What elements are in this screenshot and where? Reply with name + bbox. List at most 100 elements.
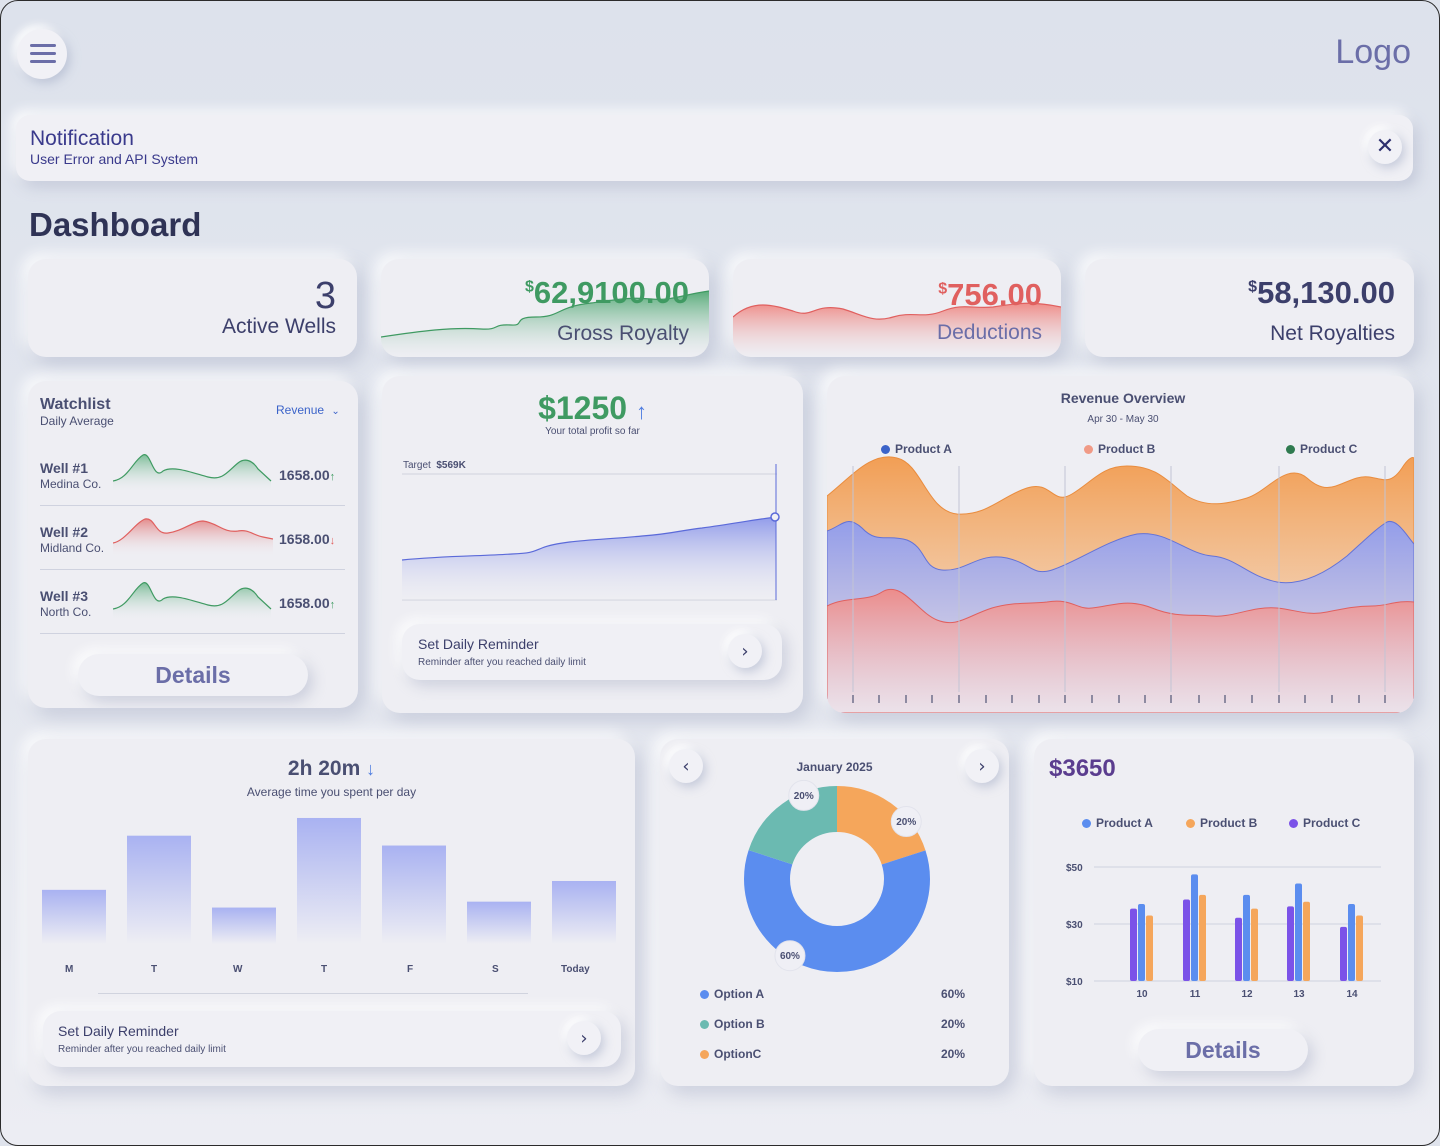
net-royalties-card[interactable]: $58,130.00 Net Royalties bbox=[1085, 259, 1414, 357]
bar-w[interactable] bbox=[212, 907, 276, 944]
chart-baseline bbox=[98, 993, 528, 994]
legend-dot bbox=[1082, 819, 1091, 829]
product-bars-card: $3650 Product A Product B Product C $50 $… bbox=[1034, 739, 1414, 1086]
legend-item: Product A bbox=[881, 442, 952, 456]
slice-label: 20% bbox=[896, 817, 916, 828]
trend-down-icon: ↓ bbox=[366, 759, 376, 779]
well-company: Midland Co. bbox=[40, 541, 105, 555]
donut-card: ‹ January 2025 › 20% 60% 20% Option A 60% … bbox=[660, 739, 1009, 1086]
bar-today[interactable] bbox=[552, 880, 616, 944]
bar-m[interactable] bbox=[42, 889, 106, 944]
target-marker[interactable] bbox=[770, 512, 780, 522]
watchlist-row[interactable]: Well #3 North Co. 1658.00↑ bbox=[40, 579, 345, 634]
watchlist-subtitle: Daily Average bbox=[40, 414, 114, 428]
slice-label-badge bbox=[890, 806, 922, 838]
slice-label: 60% bbox=[780, 951, 800, 962]
bar-product-a-14[interactable] bbox=[1348, 904, 1355, 981]
deductions-card[interactable]: $756.00 Deductions bbox=[733, 259, 1061, 357]
next-month-button[interactable]: › bbox=[965, 749, 999, 783]
donut-slice-option-b[interactable] bbox=[744, 786, 930, 972]
prev-month-button[interactable]: ‹ bbox=[669, 749, 703, 783]
active-wells-value: 3 bbox=[314, 275, 336, 317]
reminder-next-button[interactable]: › bbox=[567, 1021, 601, 1055]
legend-item: Product B bbox=[1186, 816, 1257, 830]
bar-product-c-14[interactable] bbox=[1340, 926, 1347, 981]
notification-title: Notification bbox=[30, 127, 134, 150]
revenue-stream-chart bbox=[827, 456, 1414, 713]
watchlist-card: Watchlist Daily Average Revenue ⌄ Well #… bbox=[28, 381, 358, 708]
page-title: Dashboard bbox=[29, 206, 202, 243]
bar-s[interactable] bbox=[467, 901, 531, 944]
watchlist-details-button[interactable]: Details bbox=[78, 654, 308, 696]
legend-item: Product C bbox=[1286, 442, 1357, 456]
x-tick-label: T bbox=[321, 964, 327, 975]
revenue-overview-title: Revenue Overview bbox=[1060, 390, 1186, 406]
bar-product-b-13[interactable] bbox=[1303, 901, 1310, 981]
donut-chart: 20% 60% 20% bbox=[744, 779, 930, 972]
well-company: North Co. bbox=[40, 605, 92, 619]
bar-product-b-10[interactable] bbox=[1146, 915, 1153, 981]
slice-label-badge bbox=[774, 940, 806, 972]
bar-product-a-13[interactable] bbox=[1295, 883, 1302, 981]
bar-product-a-10[interactable] bbox=[1138, 904, 1145, 981]
gross-royalty-card[interactable]: $62,9100.00 Gross Royalty bbox=[381, 259, 709, 357]
donut-slice-option-a[interactable] bbox=[744, 786, 930, 972]
y-tick-label: $10 bbox=[1066, 977, 1083, 988]
revenue-filter-dropdown[interactable]: Revenue ⌄ bbox=[276, 403, 340, 417]
reminder-text: Reminder after you reached daily limit bbox=[418, 657, 586, 668]
x-tick-label: Today bbox=[561, 964, 590, 975]
bar-product-b-11[interactable] bbox=[1199, 894, 1206, 981]
product-details-button[interactable]: Details bbox=[1138, 1029, 1308, 1071]
product-grouped-bar-chart: $50 $30 $10 10 11 12 13 14 bbox=[1066, 863, 1381, 1000]
bar-product-c-13[interactable] bbox=[1287, 906, 1294, 981]
bar-product-c-12[interactable] bbox=[1235, 917, 1242, 981]
active-wells-card[interactable]: 3 Active Wells bbox=[28, 259, 357, 357]
notification-close-button[interactable]: ✕ bbox=[1368, 130, 1402, 164]
donut-month: January 2025 bbox=[796, 760, 873, 774]
well-value: 1658.00↓ bbox=[279, 531, 336, 547]
bar-product-a-11[interactable] bbox=[1191, 874, 1198, 981]
bar-product-c-11[interactable] bbox=[1183, 899, 1190, 981]
trend-up-icon: ↑ bbox=[329, 599, 336, 611]
chevron-right-icon: › bbox=[580, 1027, 588, 1049]
deductions-sparkline bbox=[733, 302, 1061, 357]
chevron-left-icon: ‹ bbox=[682, 755, 690, 777]
bar-product-c-10[interactable] bbox=[1130, 908, 1137, 981]
donut-legend-row: Option A 60% bbox=[700, 987, 965, 1001]
bar-product-b-14[interactable] bbox=[1356, 915, 1363, 981]
time-reminder-button[interactable]: Set Daily Reminder Reminder after you re… bbox=[43, 1011, 621, 1067]
time-spent-value: 2h 20m ↓ bbox=[287, 757, 376, 780]
deductions-amount: $756.00 bbox=[938, 277, 1042, 312]
slice-label: 20% bbox=[794, 791, 814, 802]
reminder-title: Set Daily Reminder bbox=[418, 636, 539, 652]
x-tick-label: T bbox=[151, 964, 157, 975]
legend-dot bbox=[1286, 445, 1295, 455]
bar-product-b-12[interactable] bbox=[1251, 908, 1258, 981]
bar-product-a-12[interactable] bbox=[1243, 894, 1250, 981]
y-tick-label: $50 bbox=[1066, 863, 1083, 874]
watchlist-title: Watchlist bbox=[40, 396, 111, 413]
gross-royalty-label: Gross Royalty bbox=[557, 322, 689, 345]
bar-t[interactable] bbox=[297, 817, 361, 944]
legend-item: Product C bbox=[1289, 816, 1360, 830]
menu-button[interactable] bbox=[17, 29, 67, 79]
well-company: Medina Co. bbox=[40, 477, 102, 491]
watchlist-row[interactable]: Well #1 Medina Co. 1658.00↑ bbox=[40, 451, 345, 506]
net-royalties-label: Net Royalties bbox=[1270, 322, 1395, 345]
legend-dot bbox=[1084, 445, 1093, 455]
time-spent-caption: Average time you spent per day bbox=[246, 785, 417, 799]
watchlist-row[interactable]: Well #2 Midland Co. 1658.00↓ bbox=[40, 515, 345, 570]
well-value: 1658.00↑ bbox=[279, 595, 336, 611]
reminder-next-button[interactable]: › bbox=[728, 634, 762, 668]
bar-t[interactable] bbox=[127, 835, 191, 944]
profit-reminder-button[interactable]: Set Daily Reminder Reminder after you re… bbox=[402, 624, 782, 680]
well-sparkline bbox=[113, 582, 272, 621]
notification-message: User Error and API System bbox=[30, 151, 199, 167]
product-total: $3650 bbox=[1049, 755, 1116, 782]
revenue-overview-card: Revenue Overview Apr 30 - May 30 Product… bbox=[827, 376, 1414, 713]
bar-f[interactable] bbox=[382, 845, 446, 944]
x-tick-label: 12 bbox=[1241, 989, 1253, 1000]
reminder-title: Set Daily Reminder bbox=[58, 1023, 179, 1039]
legend-dot bbox=[700, 990, 709, 1000]
